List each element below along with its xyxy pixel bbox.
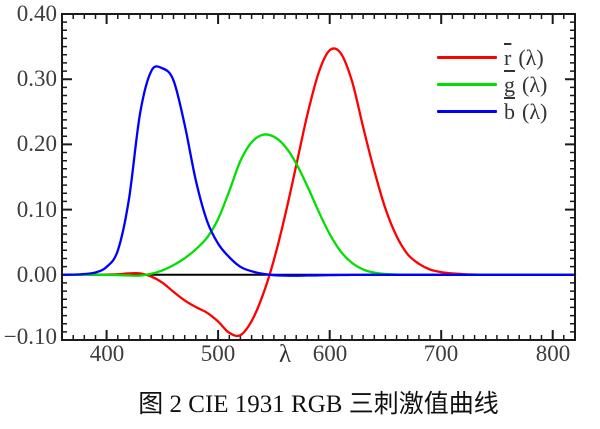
x-tick-label-700: 700: [423, 341, 459, 366]
legend-suffix-r: (λ): [518, 45, 544, 70]
legend-label-r: r (λ): [504, 47, 544, 69]
y-tick-label-040: 0.40: [16, 1, 57, 27]
y-tick-label-010: 0.10: [16, 197, 57, 223]
x-tick-label-400: 400: [89, 341, 125, 366]
legend-label-g: g (λ): [504, 74, 547, 96]
legend-suffix-g: (λ): [522, 72, 548, 97]
legend-letter-b: b: [504, 99, 515, 124]
curve-r: [60, 47, 577, 338]
y-tick-label-030: 0.30: [16, 66, 57, 92]
curve-b: [60, 65, 577, 277]
x-tick-label-600: 600: [312, 341, 348, 366]
x-tick-label-500: 500: [200, 341, 236, 366]
y-tick-label-neg010: −0.10: [3, 324, 57, 350]
legend-letter-r: r: [504, 45, 512, 70]
legend-letter-g: g: [504, 72, 515, 97]
figure-caption: 图 2 CIE 1931 RGB 三刺激值曲线: [138, 391, 499, 418]
curve-g: [60, 133, 577, 277]
major-ticks: [62, 14, 575, 340]
legend-line-r: [437, 56, 497, 59]
legend-suffix-b: (λ): [522, 99, 548, 124]
x-axis-title-lambda: λ: [278, 341, 292, 368]
plot-frame: [61, 13, 576, 341]
minor-ticks: [62, 14, 575, 340]
legend-label-b: b (λ): [504, 101, 547, 123]
y-tick-label-000: 0.00: [16, 262, 57, 288]
y-tick-label-020: 0.20: [16, 131, 57, 157]
legend-line-b: [437, 110, 497, 113]
x-tick-label-800: 800: [535, 341, 571, 366]
legend-line-g: [437, 83, 497, 86]
